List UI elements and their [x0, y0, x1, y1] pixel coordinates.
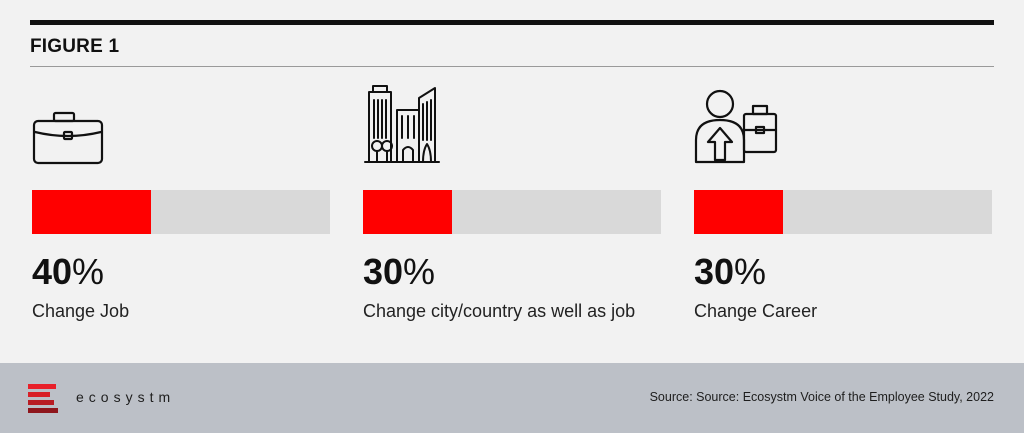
bar-track: [694, 190, 992, 234]
person-career-icon: [694, 80, 784, 170]
label-change-job: Change Job: [32, 301, 130, 321]
ecosystm-logo-icon: [28, 382, 60, 414]
top-rule: [30, 20, 994, 25]
value-change-career: 30%: [694, 252, 766, 292]
value-change-job: 40%: [32, 252, 104, 292]
bar-fill-change-career: [694, 190, 784, 234]
label-change-career: Change Career: [694, 301, 818, 321]
value-number: 40: [32, 251, 73, 292]
value-unit: %: [403, 251, 436, 292]
bar-fill-change-city-country: [363, 190, 453, 234]
value-unit: %: [734, 251, 767, 292]
footer: ecosystm Source: Source: Ecosystm Voice …: [0, 363, 1024, 433]
bar-track: [363, 190, 661, 234]
bar-track: [32, 190, 330, 234]
logo-wordmark: ecosystm: [76, 389, 176, 405]
value-unit: %: [72, 251, 105, 292]
value-change-city-country: 30%: [363, 252, 435, 292]
title-underline: [30, 66, 994, 67]
label-change-city-country: Change city/country as well as job: [363, 301, 636, 321]
stat-block-change-job: 40% Change Job: [32, 80, 332, 340]
value-number: 30: [363, 251, 404, 292]
briefcase-icon: [32, 80, 122, 170]
stat-block-change-city-country: 30% Change city/country as well as job: [363, 80, 663, 340]
source-note: Source: Source: Ecosystm Voice of the Em…: [649, 390, 994, 404]
city-buildings-icon: [363, 80, 453, 170]
figure-title: FIGURE 1: [30, 36, 120, 57]
bar-fill-change-job: [32, 190, 152, 234]
value-number: 30: [694, 251, 735, 292]
stat-block-change-career: 30% Change Career: [694, 80, 994, 340]
